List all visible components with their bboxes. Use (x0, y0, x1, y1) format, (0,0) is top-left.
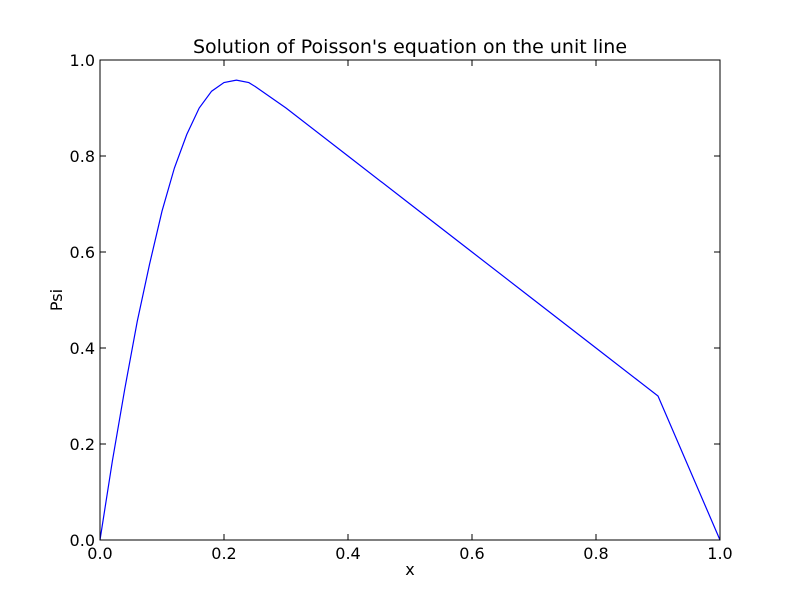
y-tick-label: 0.8 (70, 147, 95, 166)
y-axis-ticks: 0.0 0.2 0.4 0.6 0.8 1.0 (70, 51, 720, 550)
y-tick-label: 0.2 (70, 435, 95, 454)
y-axis-label: Psi (47, 289, 66, 311)
x-tick-label: 0.8 (583, 544, 608, 563)
y-tick-label: 0.0 (70, 531, 95, 550)
x-axis-ticks: 0.0 0.2 0.4 0.6 0.8 1.0 (87, 60, 733, 563)
series-line-0 (99, 79, 721, 541)
x-tick-label: 1.0 (707, 544, 732, 563)
x-tick-label: 0.6 (459, 544, 484, 563)
x-tick-label: 0.2 (211, 544, 236, 563)
x-tick-label: 0.4 (335, 544, 360, 563)
plot-frame (99, 59, 721, 541)
chart-title: Solution of Poisson's equation on the un… (193, 36, 627, 58)
y-tick-label: 1.0 (70, 51, 95, 70)
x-axis-label: x (405, 560, 414, 579)
x-tick-label: 0.0 (87, 544, 112, 563)
y-tick-label: 0.6 (70, 243, 95, 262)
series-layer (99, 79, 721, 541)
y-tick-label: 0.4 (70, 339, 95, 358)
